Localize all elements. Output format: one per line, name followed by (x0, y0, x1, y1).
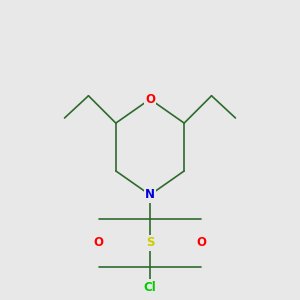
Text: O: O (145, 93, 155, 106)
Text: N: N (145, 188, 155, 201)
Text: O: O (196, 236, 206, 249)
Text: Cl: Cl (144, 281, 156, 294)
Text: S: S (146, 236, 154, 249)
Text: O: O (94, 236, 104, 249)
